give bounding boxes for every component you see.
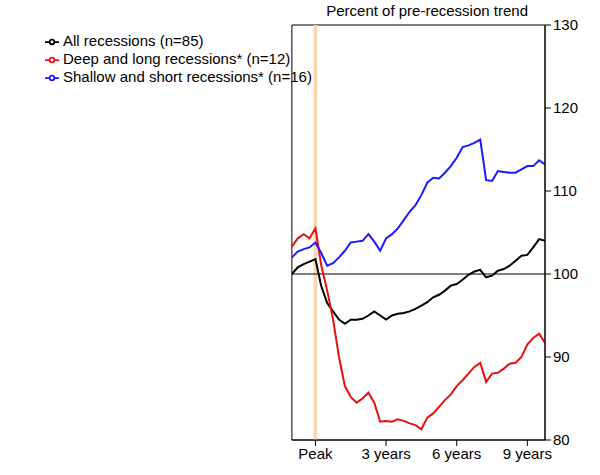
html-text:Shallow and short recessions*: Shallow and short recessions* (n=16) [63,68,312,85]
svg-text:6 years: 6 years [432,445,481,462]
svg-text:80: 80 [553,431,570,448]
svg-text:130: 130 [553,16,578,33]
svg-text:110: 110 [553,182,577,199]
svg-text:90: 90 [553,348,570,365]
svg-text:100: 100 [553,265,578,282]
svg-text:120: 120 [553,99,578,116]
svg-text:3 years: 3 years [361,445,410,462]
html-text:Deep and long recessions* (n=1: Deep and long recessions* (n=12) [63,50,291,67]
html-text:All recessions (n=85): All recessions (n=85) [63,32,204,49]
svg-text:9 years: 9 years [503,445,552,462]
svg-text:Peak: Peak [298,445,333,462]
html-text:Percent of pre-recession trend: Percent of pre-recession trend [326,2,528,19]
